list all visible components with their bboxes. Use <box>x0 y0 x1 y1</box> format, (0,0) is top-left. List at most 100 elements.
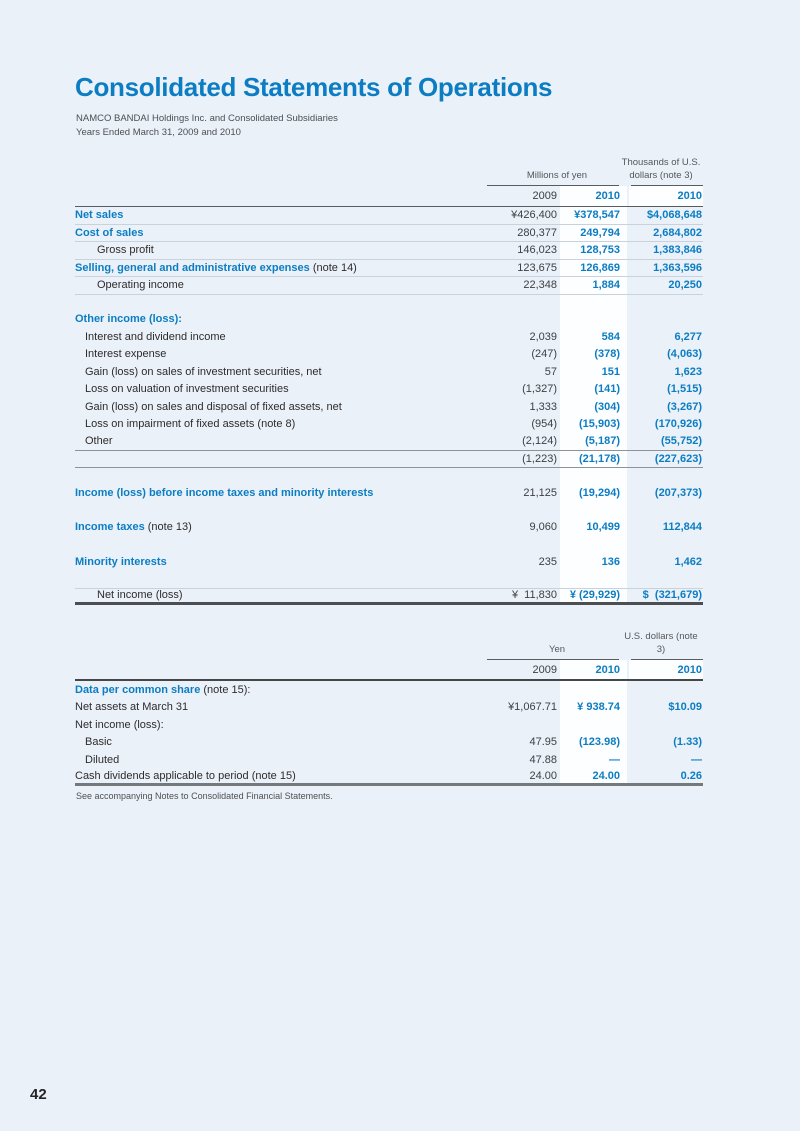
row-label: Gross profit <box>97 244 154 257</box>
highlight-band-2010 <box>560 186 627 605</box>
cell-2010-usd: 6,277 <box>674 330 702 343</box>
table-row: Basic 47.95 (123.98) (1.33) <box>75 734 703 752</box>
cell-2010-yen: 10,499 <box>586 521 620 534</box>
row-label: Net income (loss) <box>97 589 183 602</box>
cell-2010-usd: (55,752) <box>661 435 702 448</box>
cell-2009: ¥ 11,830 <box>511 589 557 602</box>
cell-2009: 280,377 <box>517 226 557 239</box>
cell-2010-usd: 20,250 <box>668 279 702 292</box>
row-spacer <box>75 502 703 519</box>
cell-2010-yen: (378) <box>594 348 620 361</box>
highlight-band-usd-header <box>629 186 703 207</box>
cell-2010-yen: (15,903) <box>579 418 620 431</box>
table-row: Loss on impairment of fixed assets (note… <box>75 416 703 434</box>
cell-2009: 22,348 <box>523 279 557 292</box>
row-label: Net sales <box>75 209 124 222</box>
cell-2009: (2,124) <box>522 435 557 448</box>
table-row: Net sales ¥426,400 ¥378,547 $4,068,648 <box>75 207 703 225</box>
row-label: Minority interests <box>75 555 167 568</box>
cell-2009: 57 <box>544 365 557 378</box>
unit-header-yen: Millions of yen <box>526 169 588 181</box>
table-row: Income (loss) before income taxes and mi… <box>75 484 703 502</box>
unit-rule-yen <box>487 659 619 660</box>
cell-2009: 9,060 <box>529 521 557 534</box>
cell-2010-yen: 151 <box>601 365 620 378</box>
table-rows: Data per common share (note 15): Net asse… <box>75 681 703 786</box>
row-label: Loss on impairment of fixed assets (note… <box>85 418 296 431</box>
row-note: (note 13) <box>144 521 192 534</box>
table-row: Gain (loss) on sales of investment secur… <box>75 363 703 381</box>
cell-2009: 24.00 <box>529 769 557 782</box>
table-row: Other income (loss): <box>75 311 703 329</box>
cell-2010-yen: ¥ 938.74 <box>577 701 620 714</box>
row-label: Income (loss) before income taxes and mi… <box>75 486 374 499</box>
period-subtitle: Years Ended March 31, 2009 and 2010 <box>76 127 241 138</box>
table-row: Net income (loss): <box>75 716 703 734</box>
col-header-2010-yen: 2010 <box>595 663 620 676</box>
page-title: Consolidated Statements of Operations <box>75 72 553 102</box>
cell-2009: 47.95 <box>529 736 557 749</box>
col-header-2009: 2009 <box>532 190 557 202</box>
table-row: Cash dividends applicable to period (not… <box>75 769 703 786</box>
row-label: Other income (loss): <box>75 313 182 326</box>
cell-2010-usd: (1,515) <box>667 383 702 396</box>
cell-2010-usd: (207,373) <box>654 486 702 499</box>
year-header-row: 2009 2010 2010 <box>75 186 703 207</box>
row-label: Income taxes (note 13) <box>75 521 192 534</box>
cell-2010-yen: 1,884 <box>592 279 620 292</box>
table-row: Interest and dividend income 2,039 584 6,27… <box>75 328 703 346</box>
col-header-2010-usd: 2010 <box>677 190 702 202</box>
company-subtitle: NAMCO BANDAI Holdings Inc. and Consolida… <box>76 113 338 124</box>
cell-2009: (954) <box>531 418 557 431</box>
row-label: Cash dividends applicable to period (not… <box>75 769 296 782</box>
cell-2010-usd: (227,623) <box>654 452 702 465</box>
cell-2010-usd: 1,363,596 <box>653 261 702 274</box>
table-row: Minority interests 235 136 1,462 <box>75 553 703 571</box>
row-label: Interest expense <box>85 348 167 361</box>
table-row: Gross profit 146,023 128,753 1,383,846 <box>75 242 703 260</box>
row-label: Selling, general and administrative expe… <box>75 261 357 274</box>
row-label: Other <box>85 435 113 448</box>
cell-2010-usd: 112,844 <box>662 521 702 534</box>
unit-header-usd: Thousands of U.S. dollars (note 3) <box>621 157 701 181</box>
cell-2010-yen: — <box>609 753 620 766</box>
accompanying-notes-footnote: See accompanying Notes to Consolidated F… <box>76 791 333 801</box>
row-label: Basic <box>85 736 112 749</box>
year-header-row: 2009 2010 2010 <box>75 660 703 681</box>
row-label: Gain (loss) on sales and disposal of fix… <box>85 400 342 413</box>
table-row: Loss on valuation of investment securiti… <box>75 381 703 399</box>
cell-2009: 146,023 <box>517 244 557 257</box>
cell-2010-usd: 1,462 <box>674 555 702 568</box>
cell-2010-usd: (170,926) <box>654 418 702 431</box>
table-row: Selling, general and administrative expe… <box>75 260 703 277</box>
cell-2009: (247) <box>531 348 557 361</box>
cell-2010-yen: (5,187) <box>585 435 620 448</box>
row-note: (note 15): <box>200 683 251 696</box>
cell-2010-usd: $4,068,648 <box>646 209 702 222</box>
page-number: 42 <box>30 1086 47 1103</box>
cell-2010-usd: — <box>691 753 702 766</box>
row-label: Operating income <box>97 279 184 292</box>
row-label: Diluted <box>85 753 120 766</box>
table-row: Income taxes (note 13) 9,060 10,499 112,844 <box>75 519 703 537</box>
cell-2010-usd: 0.26 <box>680 769 702 782</box>
cell-2010-usd: (3,267) <box>667 400 702 413</box>
cell-2010-usd: $10.09 <box>668 701 702 714</box>
table-row: Interest expense (247) (378) (4,063) <box>75 346 703 364</box>
statements-of-operations-table: Millions of yen Thousands of U.S. dollar… <box>75 150 703 605</box>
cell-2010-yen: (141) <box>594 383 620 396</box>
table-row: Other (2,124) (5,187) (55,752) <box>75 433 703 451</box>
row-label: Net assets at March 31 <box>75 701 189 714</box>
row-spacer <box>75 295 703 311</box>
cell-2009: (1,223) <box>522 452 557 465</box>
unit-header-usd: U.S. dollars (note 3) <box>624 631 698 655</box>
unit-rule-usd <box>631 185 703 186</box>
table-row: Cost of sales 280,377 249,794 2,684,802 <box>75 225 703 242</box>
table-row: (1,223) (21,178) (227,623) <box>75 451 703 468</box>
table-row: Net income (loss) ¥ 11,830 ¥ (29,929) $ (32… <box>75 587 703 605</box>
cell-2010-usd: (4,063) <box>667 348 702 361</box>
row-spacer <box>75 571 703 588</box>
highlight-band-2010 <box>560 660 627 786</box>
row-note: (note 14) <box>309 261 357 274</box>
table-row: Operating income 22,348 1,884 20,250 <box>75 277 703 295</box>
